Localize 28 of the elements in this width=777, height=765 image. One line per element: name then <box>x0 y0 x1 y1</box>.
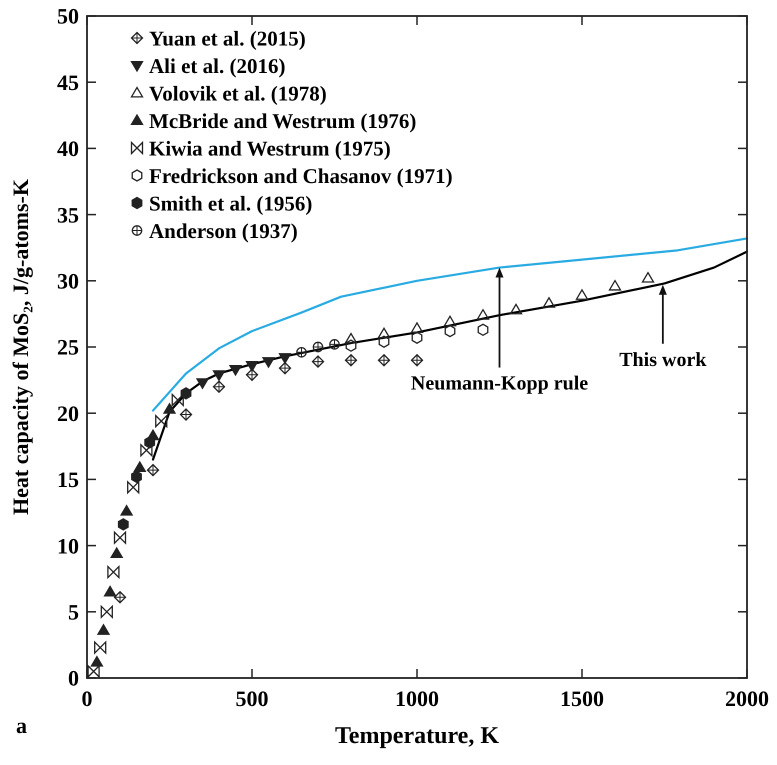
legend-label: Fredrickson and Chasanov (1971) <box>149 164 453 188</box>
legend-label: Volovik et al. (1978) <box>149 81 327 106</box>
y-tick-label: 30 <box>57 268 79 294</box>
y-tick-label: 35 <box>57 202 79 228</box>
x-tick-label: 2000 <box>725 686 769 711</box>
annotation: This work <box>619 348 708 371</box>
legend-label: McBride and Westrum (1976) <box>149 108 416 133</box>
legend-label: Kiwia and Westrum (1975) <box>149 136 391 160</box>
y-tick-label: 10 <box>57 533 79 558</box>
y-tick-label: 25 <box>57 334 79 360</box>
legend-label: Smith et al. (1956) <box>149 191 312 216</box>
legend-label: Anderson (1937) <box>149 218 298 243</box>
legend-label: Ali et al. (2016) <box>149 54 286 78</box>
y-tick-label: 20 <box>57 400 79 426</box>
x-axis-title: Temperature, K <box>335 723 500 749</box>
y-axis-title: Heat capacity of MoS₂, J/g-atoms-K <box>8 179 33 515</box>
legend-label: Yuan et al. (2015) <box>149 26 306 50</box>
y-tick-label: 15 <box>57 467 79 492</box>
y-tick-label: 45 <box>57 70 79 95</box>
annotation: Neumann-Kopp rule <box>410 372 588 395</box>
x-tick-label: 500 <box>236 686 268 711</box>
y-tick-label: 40 <box>57 136 79 162</box>
x-tick-label: 1000 <box>395 686 439 711</box>
y-tick-label: 0 <box>68 666 79 691</box>
text: a <box>16 713 27 738</box>
y-tick-label: 50 <box>57 4 79 29</box>
x-tick-label: 1500 <box>560 686 604 711</box>
y-tick-label: 5 <box>68 600 79 624</box>
